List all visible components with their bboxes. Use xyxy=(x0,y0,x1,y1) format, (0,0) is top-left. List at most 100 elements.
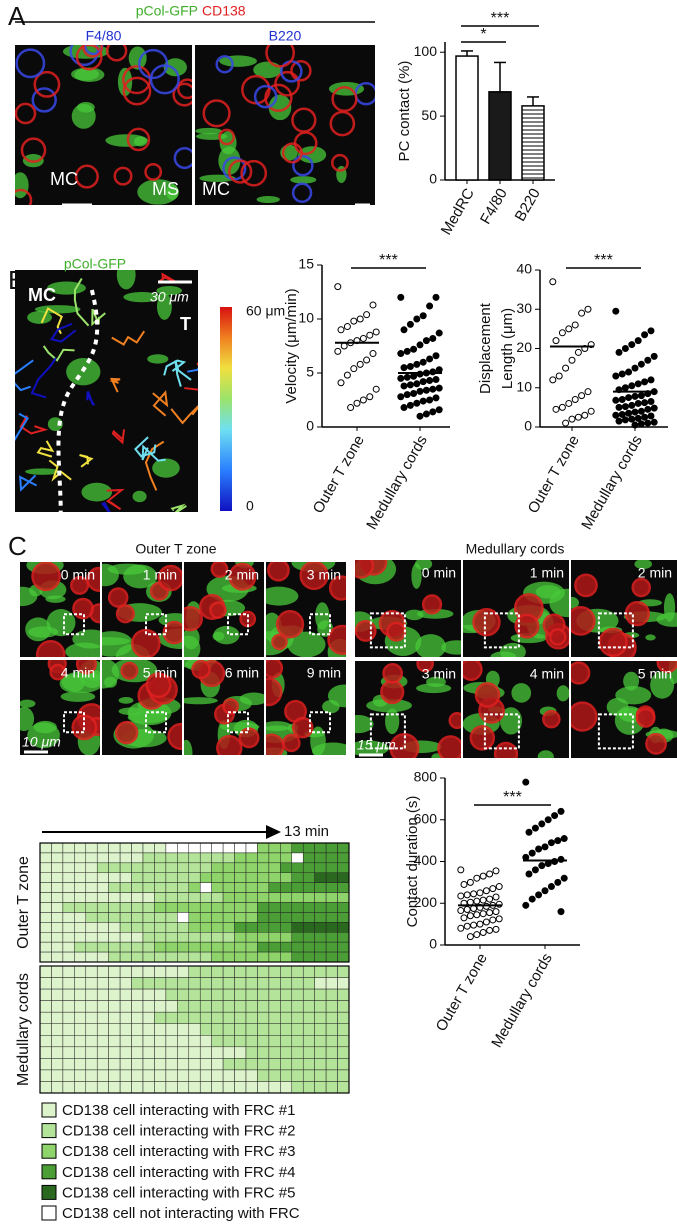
x-tick-label: Outer T zone xyxy=(433,950,491,1034)
heatmap-cell xyxy=(108,902,121,913)
heatmap-cell xyxy=(85,951,98,963)
image-texture xyxy=(107,563,147,575)
heatmap-cell xyxy=(108,951,121,963)
heatmap-cell xyxy=(222,852,235,864)
heatmap-cell xyxy=(108,1035,121,1048)
heatmap-cell xyxy=(211,988,224,1001)
image-texture xyxy=(266,677,283,707)
heatmap-cell xyxy=(177,902,190,913)
image-texture xyxy=(15,412,29,442)
heatmap-cell xyxy=(177,977,190,990)
image-texture xyxy=(355,619,377,642)
heatmap-cell xyxy=(199,872,212,883)
data-point xyxy=(555,372,563,380)
time-label: 0 min xyxy=(61,567,95,583)
heatmap-cell xyxy=(245,1011,258,1024)
heatmap-cell xyxy=(245,1058,258,1071)
heatmap-cell xyxy=(119,1058,132,1071)
heatmap-cell xyxy=(39,902,52,913)
image-texture xyxy=(290,176,317,184)
image-texture xyxy=(126,127,151,152)
heatmap-cell xyxy=(142,852,155,864)
image-texture xyxy=(656,612,677,627)
image-texture xyxy=(156,286,183,296)
data-point xyxy=(343,323,351,331)
data-point xyxy=(429,368,437,376)
data-point xyxy=(470,890,478,898)
image-texture xyxy=(291,182,313,203)
data-point xyxy=(350,365,358,373)
data-point xyxy=(419,358,427,366)
heatmap-cell xyxy=(291,1081,304,1094)
heatmap-cell xyxy=(234,872,247,883)
heatmap-cell xyxy=(108,1000,121,1013)
data-point xyxy=(631,408,639,416)
heatmap-cell xyxy=(96,1023,109,1036)
image-texture xyxy=(474,682,501,708)
image-texture xyxy=(635,707,656,728)
heatmap-cell xyxy=(337,852,350,864)
micrograph xyxy=(102,660,182,755)
heatmap-cell xyxy=(96,842,109,854)
heatmap-cell xyxy=(51,951,64,963)
heatmap-cell xyxy=(62,1011,75,1024)
image-texture xyxy=(266,586,299,606)
image-texture xyxy=(542,709,561,729)
heatmap-cell xyxy=(245,862,258,873)
data-point xyxy=(363,356,371,364)
heatmap-cell xyxy=(302,1081,315,1094)
heatmap-cell xyxy=(131,1081,144,1094)
image-texture xyxy=(163,58,187,77)
x-tick-label: Outer T zone xyxy=(310,432,368,516)
image-texture xyxy=(490,651,517,657)
image-annotation: MC xyxy=(50,169,78,189)
data-point xyxy=(631,392,639,400)
data-point xyxy=(397,293,405,301)
heatmap-cell xyxy=(337,862,350,873)
data-point xyxy=(618,410,626,418)
image-texture xyxy=(571,661,591,685)
heatmap-cell xyxy=(211,1023,224,1036)
data-point xyxy=(565,399,573,407)
heatmap-cell xyxy=(85,842,98,854)
image-texture xyxy=(266,721,292,732)
image-texture xyxy=(331,85,358,113)
image-texture xyxy=(20,137,47,163)
heatmap-cell xyxy=(39,842,52,854)
data-point xyxy=(457,892,465,900)
heatmap-cell xyxy=(337,941,350,953)
data-point xyxy=(525,828,533,836)
heatmap-cell xyxy=(62,842,75,854)
image-texture xyxy=(132,490,147,503)
heatmap-cell xyxy=(96,1046,109,1059)
heatmap-cell xyxy=(142,932,155,943)
legend-label: CD138 cell interacting with FRC #1 xyxy=(62,1102,295,1119)
data-point xyxy=(565,325,573,333)
heatmap-cell xyxy=(268,922,281,933)
image-texture xyxy=(463,661,483,681)
heatmap-cell xyxy=(211,882,224,893)
heatmap-cell xyxy=(39,1023,52,1036)
image-texture xyxy=(571,605,596,636)
heatmap-cell xyxy=(211,1058,224,1071)
image-texture xyxy=(328,575,346,601)
data-point xyxy=(403,373,411,381)
heatmap-cell xyxy=(199,1081,212,1094)
image-texture xyxy=(170,405,198,425)
heatmap-cell xyxy=(131,965,144,978)
heatmap-cell xyxy=(211,902,224,913)
heatmap-cell xyxy=(268,977,281,990)
heatmap-cell xyxy=(257,1000,270,1013)
heatmap-cell xyxy=(62,852,75,864)
image-texture xyxy=(195,127,222,135)
image-texture xyxy=(115,720,139,745)
micrograph xyxy=(571,560,677,657)
data-point xyxy=(403,347,411,355)
heatmap-cell xyxy=(257,1035,270,1048)
legend-label: CD138 cell interacting with FRC #3 xyxy=(62,1143,295,1160)
heatmap-cell xyxy=(257,912,270,923)
heatmap-cell xyxy=(280,872,293,883)
heatmap-cell xyxy=(39,862,52,873)
heatmap-cell xyxy=(142,977,155,990)
heatmap-cell xyxy=(108,932,121,943)
